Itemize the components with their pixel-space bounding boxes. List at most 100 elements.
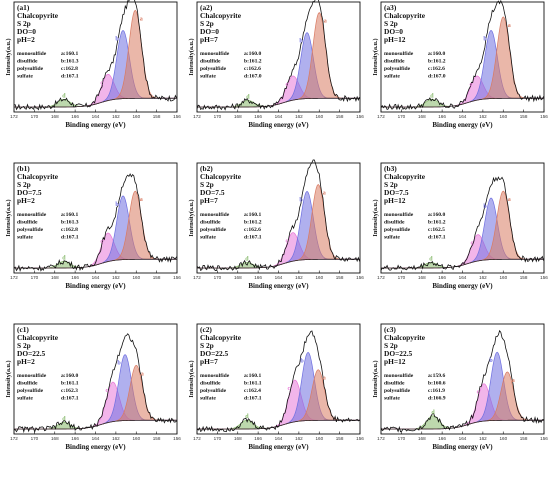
x-tick-label: 166: [71, 275, 79, 280]
peak-c-value: c:162.6: [244, 66, 261, 72]
peak-c-name: polysulfide: [17, 388, 44, 394]
x-tick-label: 158: [520, 275, 528, 280]
panel-label: (b2): [200, 164, 213, 173]
x-tick-label: 162: [295, 275, 303, 280]
peak-c-value: c:162.4: [244, 388, 261, 394]
x-tick-label: 172: [193, 275, 201, 280]
peak-d-value: d:166.9: [428, 396, 446, 402]
peak-c-value: c:162.8: [61, 227, 78, 233]
panel-title-line: S 2p: [384, 180, 398, 189]
peak-d-name: sulfate: [200, 396, 216, 402]
x-axis-label: Binding energy (eV): [65, 282, 126, 290]
peak-a-name: monosulfide: [17, 51, 47, 57]
peak-a-value: a:160.0: [61, 373, 78, 379]
peak-a-name: monosulfide: [200, 373, 230, 379]
peak-c-value: c:162.3: [61, 388, 78, 394]
x-tick-label: 164: [92, 114, 100, 119]
panel-title-line: S 2p: [17, 180, 31, 189]
peak-b-name: disulfide: [17, 381, 38, 387]
peak-b-name: disulfide: [384, 381, 405, 387]
panel-title-line: DO=0: [17, 27, 36, 36]
x-tick-label: 156: [540, 436, 548, 441]
peak-c-value: c:162.6: [244, 227, 261, 233]
panel-title-line: Chalcopyrite: [200, 333, 242, 342]
peak-d-letter: d: [246, 94, 250, 100]
x-tick-label: 168: [418, 275, 426, 280]
x-tick-label: 172: [377, 114, 385, 119]
panel-title-line: Chalcopyrite: [200, 11, 242, 20]
x-tick-label: 168: [51, 114, 59, 119]
panel-title-line: pH=12: [384, 357, 406, 366]
peak-d-value: d:167.1: [61, 235, 79, 241]
panel-title-line: DO=7.5: [384, 188, 409, 197]
y-axis-label: Intensity(a.u.): [5, 199, 12, 236]
peak-d-value: d:167.1: [244, 235, 262, 241]
x-tick-label: 168: [51, 436, 59, 441]
panel-c3: a b c d 172 170 168 166 164 162 160 158 156 Binding e…: [372, 323, 548, 451]
raw-spectrum: [13, 333, 177, 434]
y-axis-label: Intensity(a.u.): [5, 38, 12, 75]
peak-a-letter: a: [512, 378, 515, 384]
peak-a-name: monosulfide: [17, 212, 47, 218]
raw-spectrum: [380, 176, 544, 271]
x-tick-label: 160: [132, 114, 140, 119]
peak-b-value: b:161.3: [61, 220, 79, 226]
peak-b-name: disulfide: [384, 59, 405, 65]
x-tick-label: 170: [398, 275, 406, 280]
x-tick-label: 170: [214, 275, 222, 280]
y-axis-label: Intensity(a.u.): [188, 199, 195, 236]
peak-b-value: b:161.1: [61, 381, 79, 387]
peak-b-name: disulfide: [200, 220, 221, 226]
panel-label: (c2): [200, 325, 212, 334]
panel-title-line: pH=12: [384, 196, 406, 205]
x-tick-label: 172: [193, 436, 201, 441]
peak-b-name: disulfide: [200, 59, 221, 65]
peak-d-letter: d: [430, 93, 434, 99]
x-axis-label: Binding energy (eV): [65, 121, 126, 129]
panel-title-line: Chalcopyrite: [17, 333, 59, 342]
x-axis-label: Binding energy (eV): [248, 121, 309, 129]
y-axis-label: Intensity(a.u.): [372, 38, 379, 75]
peak-c-letter: c: [285, 239, 288, 245]
peak-d-value: d:167.1: [61, 396, 79, 402]
peak-a-area: [14, 9, 177, 108]
x-tick-label: 170: [398, 114, 406, 119]
raw-spectrum: [380, 0, 544, 111]
x-tick-label: 170: [31, 275, 39, 280]
x-tick-label: 164: [459, 275, 467, 280]
peak-b-letter: b: [300, 358, 304, 364]
x-tick-label: 166: [438, 275, 446, 280]
x-tick-label: 158: [153, 114, 161, 119]
x-tick-label: 172: [193, 114, 201, 119]
peak-b-value: b:160.6: [428, 381, 446, 387]
peak-c-name: polysulfide: [200, 66, 227, 72]
x-tick-label: 162: [479, 114, 487, 119]
panel-c2: a b c d 172 170 168 166 164 162 160 158 156 Binding e…: [188, 323, 364, 451]
x-tick-label: 156: [356, 275, 364, 280]
peak-a-letter: a: [324, 19, 327, 25]
panel-b2: a b c d 172 170 168 166 164 162 160 158 156 Binding e…: [188, 159, 364, 290]
x-tick-label: 160: [315, 114, 323, 119]
peak-b-value: b:161.2: [244, 59, 262, 65]
peak-d-name: sulfate: [384, 74, 400, 80]
peak-a-value: a:160.1: [244, 373, 261, 379]
peak-d-letter: d: [62, 93, 66, 99]
raw-spectrum: [196, 0, 360, 111]
panel-label: (a1): [17, 3, 30, 12]
x-tick-label: 164: [92, 436, 100, 441]
x-tick-label: 156: [356, 436, 364, 441]
panel-title-line: Chalcopyrite: [384, 333, 426, 342]
raw-spectrum: [196, 159, 360, 272]
x-axis-label: Binding energy (eV): [432, 282, 493, 290]
panel-title-line: S 2p: [200, 341, 214, 350]
peak-c-value: c:161.9: [428, 388, 445, 394]
x-tick-label: 158: [153, 275, 161, 280]
baseline: [197, 258, 360, 269]
x-tick-label: 168: [51, 275, 59, 280]
x-axis-label: Binding energy (eV): [432, 443, 493, 451]
peak-d-name: sulfate: [17, 235, 33, 241]
panel-title-line: DO=7.5: [17, 188, 42, 197]
panel-title-line: Chalcopyrite: [384, 11, 426, 20]
peak-d-letter: d: [431, 410, 435, 416]
peak-d-name: sulfate: [384, 235, 400, 241]
